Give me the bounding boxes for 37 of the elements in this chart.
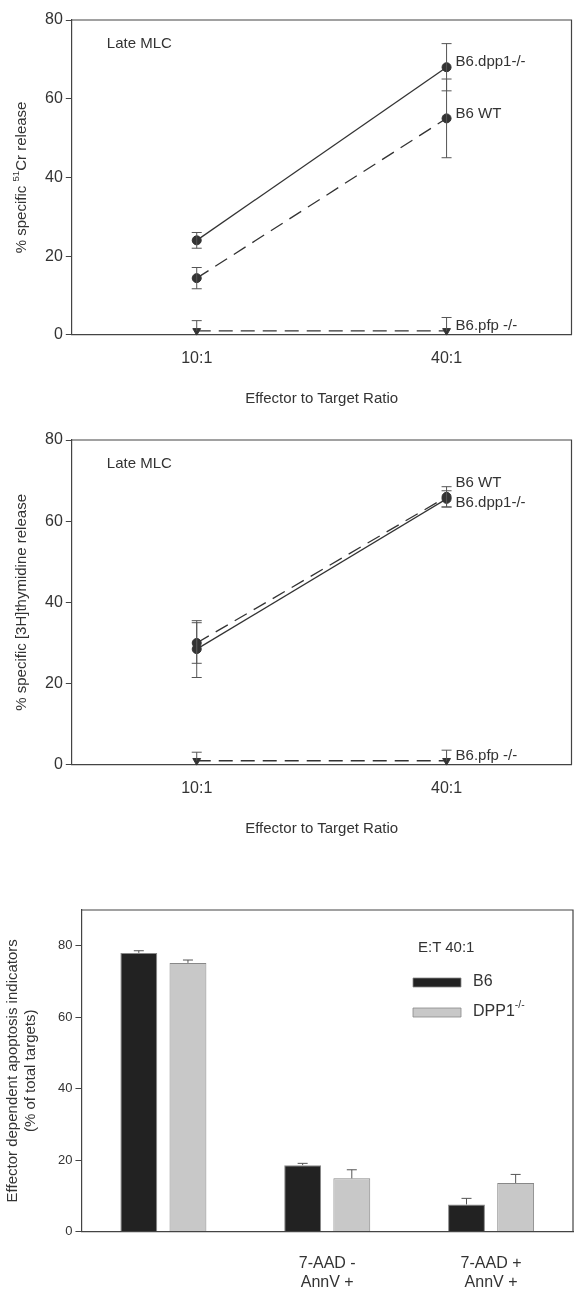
- y-tick-label: 80: [45, 430, 63, 448]
- legend-label: B6: [473, 972, 493, 990]
- series-label: B6 WT: [455, 103, 502, 121]
- x-tick-label: 40:1: [431, 778, 463, 796]
- y-tick-label: 60: [45, 89, 63, 107]
- y-tick-label: 20: [57, 1151, 73, 1167]
- y-axis-title: % specific [3H]thymidine release: [12, 494, 30, 711]
- annotation: Late MLC: [106, 34, 172, 52]
- y-tick-label: 40: [57, 1080, 73, 1096]
- series-label: B6.dpp1-/-: [455, 52, 526, 70]
- y-tick-label: 0: [53, 755, 63, 773]
- series-label: B6.dpp1-/-: [455, 493, 526, 510]
- series-label: B6.pfp -/-: [455, 316, 518, 334]
- y-tick-label: 0: [53, 325, 63, 343]
- y-tick-label: 20: [45, 246, 63, 264]
- y-tick-label: 40: [45, 167, 63, 185]
- legend-label: DPP1-/-: [473, 999, 525, 1020]
- y-tick-label: 80: [57, 937, 73, 953]
- y-axis-title: % specific 51Cr release: [9, 101, 30, 254]
- y-tick-label: 0: [65, 1223, 73, 1239]
- x-tick-label: 10:1: [181, 348, 213, 366]
- y-tick-label: 60: [45, 511, 63, 529]
- legend-title: E:T 40:1: [418, 938, 475, 956]
- series-label: B6 WT: [455, 473, 502, 490]
- x-axis-title: Effector to Target Ratio: [245, 389, 399, 407]
- y-tick-label: 80: [45, 10, 63, 28]
- x-tick-label: 40:1: [431, 348, 463, 366]
- y-axis-title: Effector dependent apoptosis indicators (% of total targets): [3, 939, 39, 1203]
- x-tick-label: 7-AAD + AnnV +: [460, 1253, 522, 1290]
- y-tick-label: 20: [45, 674, 63, 692]
- annotation: Late MLC: [106, 454, 172, 472]
- x-tick-label: 10:1: [181, 778, 213, 796]
- series-label: B6.pfp -/-: [455, 745, 518, 763]
- y-tick-label: 40: [45, 592, 63, 610]
- x-tick-label: 7-AAD - AnnV +: [298, 1253, 356, 1290]
- y-tick-label: 60: [57, 1008, 73, 1024]
- x-axis-title: Effector to Target Ratio: [245, 819, 399, 837]
